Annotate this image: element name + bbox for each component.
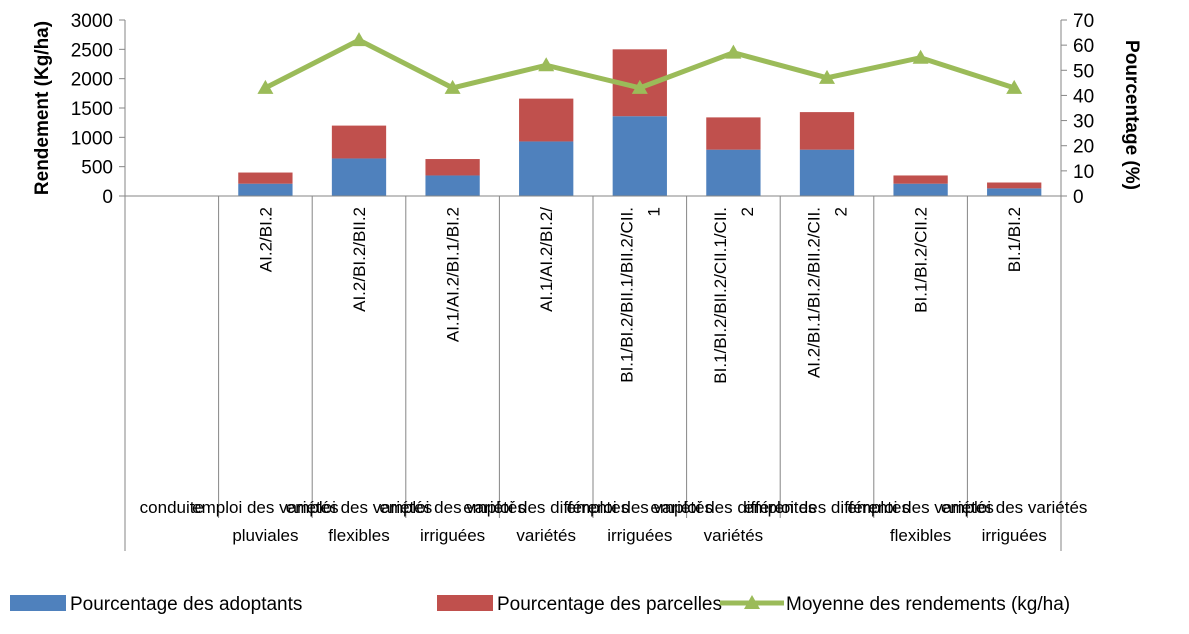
legend-marker-rendements bbox=[744, 595, 760, 609]
bar-parcelles-3 bbox=[425, 159, 480, 176]
bar-parcelles-2 bbox=[331, 125, 387, 159]
group-label-bottom-6: variétés bbox=[704, 526, 764, 545]
group-label-bottom-2: flexibles bbox=[328, 526, 389, 545]
group-label-top-1: emploi des variétés bbox=[192, 498, 338, 517]
y-tick-label-6: 3000 bbox=[71, 11, 113, 32]
bar-adoptants-3 bbox=[425, 175, 480, 196]
category-label-7-line-1: 2 bbox=[832, 207, 851, 216]
line-point-4 bbox=[538, 57, 555, 72]
group-label-bottom-1: pluviales bbox=[232, 526, 298, 545]
group-label-top-9: emploi des variétés bbox=[941, 498, 1087, 517]
line-point-2 bbox=[351, 32, 367, 47]
legend-label-rendements: Moyenne des rendements (kg/ha) bbox=[786, 594, 1070, 615]
group-label-bottom-4: variétés bbox=[516, 526, 576, 545]
category-label-6-line-1: 2 bbox=[738, 207, 757, 216]
y2-tick-label-1: 10 bbox=[1073, 162, 1094, 183]
group-label-bottom-9: irriguées bbox=[982, 526, 1047, 545]
y2-tick-label-7: 70 bbox=[1073, 11, 1094, 32]
bar-parcelles-4 bbox=[519, 98, 574, 142]
bar-parcelles-9 bbox=[987, 182, 1042, 189]
category-label-2: AI.2/BI.2/BII.2 bbox=[350, 207, 369, 312]
category-label-3: AI.1/AI.2/BI.1/BI.2 bbox=[444, 207, 463, 342]
y2-tick-label-0: 0 bbox=[1073, 187, 1084, 208]
y-tick-label-1: 500 bbox=[81, 158, 113, 179]
y-tick-label-5: 2500 bbox=[71, 40, 113, 61]
bar-parcelles-7 bbox=[799, 112, 855, 150]
bar-adoptants-4 bbox=[519, 141, 574, 196]
bar-adoptants-8 bbox=[893, 183, 948, 196]
y2-tick-label-3: 30 bbox=[1073, 112, 1094, 133]
line-point-6 bbox=[725, 44, 742, 59]
bar-adoptants-5 bbox=[612, 116, 667, 196]
line-layer bbox=[257, 32, 1023, 94]
y-tick-label-0: 0 bbox=[102, 187, 113, 208]
group-label-bottom-8: flexibles bbox=[890, 526, 951, 545]
group-label-top-2: emploi des variétés bbox=[286, 498, 432, 517]
line-point-9 bbox=[1006, 79, 1023, 94]
bar-parcelles-8 bbox=[893, 175, 948, 184]
y2-axis-title: Pourcentage (%) bbox=[1121, 40, 1142, 190]
axes-layer: 0 500 1000 1500 2000 2500 3000 0 10 20 30 40 50 60 70 bbox=[71, 11, 1094, 551]
bar-parcelles-1 bbox=[238, 172, 293, 184]
category-label-9: BI.1/BI.2 bbox=[1005, 207, 1024, 272]
labels-layer: AI.2/BI.2 AI.2/BI.2/BII.2 AI.1/AI.2/BI.1/B… bbox=[140, 207, 1088, 545]
legend: Pourcentage des adoptants Pourcentage des… bbox=[10, 594, 1070, 615]
y2-tick-label-5: 50 bbox=[1073, 61, 1094, 82]
line-point-7 bbox=[819, 69, 835, 84]
group-label-bottom-3: irriguées bbox=[420, 526, 485, 545]
y-tick-label-3: 1500 bbox=[71, 99, 113, 120]
line-point-1 bbox=[257, 79, 274, 94]
y-tick-label-4: 2000 bbox=[71, 70, 113, 91]
group-label-top-8: emploi des variétés bbox=[847, 498, 993, 517]
group-label-top-4: emploi des différentes bbox=[463, 498, 629, 517]
category-label-6-line-0: BI.1/BI.2/BII.2/CII.1/CII. bbox=[711, 207, 730, 384]
line-point-5 bbox=[631, 79, 648, 94]
y2-tick-label-2: 20 bbox=[1073, 137, 1094, 158]
group-label-bottom-5: irriguées bbox=[607, 526, 672, 545]
category-label-1: AI.2/BI.2 bbox=[256, 207, 275, 272]
category-label-4: AI.1/AI.2/BI.2/ bbox=[537, 207, 556, 312]
bar-adoptants-7 bbox=[799, 149, 855, 196]
category-label-8: BI.1/BI.2/CII.2 bbox=[912, 207, 931, 313]
bar-adoptants-9 bbox=[987, 188, 1042, 196]
group-label-top-6: emploi des différentes bbox=[650, 498, 816, 517]
category-label-5-line-0: BI.1/BI.2/BII.1/BII.2/CII. bbox=[617, 207, 636, 383]
line-point-8 bbox=[912, 49, 929, 64]
category-label-7-line-0: AI.2/BI.1/BI.2/BII.2/CII. bbox=[805, 207, 824, 378]
bar-adoptants-1 bbox=[238, 183, 293, 196]
bar-parcelles-6 bbox=[706, 117, 761, 150]
y2-tick-label-4: 40 bbox=[1073, 86, 1094, 107]
line-point-3 bbox=[444, 79, 461, 94]
group-label-top-0: conduite bbox=[140, 498, 204, 517]
legend-swatch-adoptants bbox=[10, 595, 66, 611]
y-axis-title: Rendement (Kg/ha) bbox=[32, 21, 53, 195]
y-tick-label-2: 1000 bbox=[71, 128, 113, 149]
category-label-5-line-1: 1 bbox=[644, 207, 663, 216]
legend-label-parcelles: Pourcentage des parcelles bbox=[497, 594, 722, 615]
bar-adoptants-6 bbox=[706, 149, 761, 196]
legend-swatch-parcelles bbox=[437, 595, 493, 611]
bar-adoptants-2 bbox=[331, 158, 387, 196]
legend-label-adoptants: Pourcentage des adoptants bbox=[70, 594, 302, 615]
y2-tick-label-6: 60 bbox=[1073, 36, 1094, 57]
group-label-top-7: emploi des différentes bbox=[744, 498, 910, 517]
bars-layer bbox=[238, 49, 1042, 196]
group-label-top-5: emploi des variétés bbox=[567, 498, 713, 517]
group-label-top-3: emploi des variétés bbox=[379, 498, 525, 517]
